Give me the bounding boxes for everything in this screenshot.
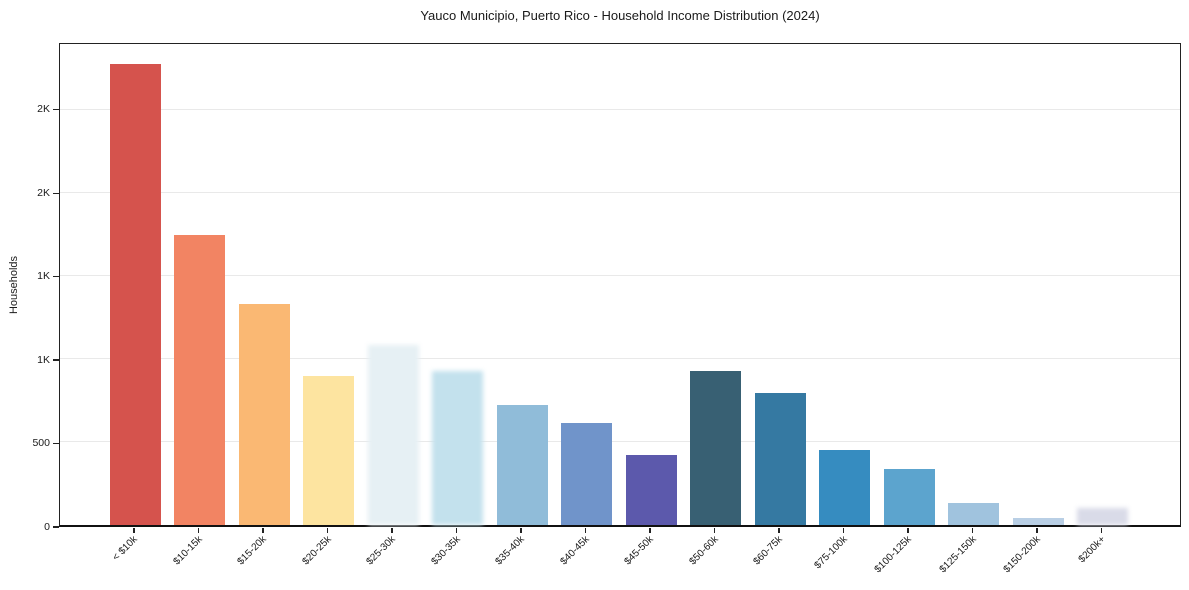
bar xyxy=(367,344,419,525)
y-tick-label: 0 xyxy=(44,520,50,533)
x-tick-label: < $10k xyxy=(110,534,140,564)
bar xyxy=(948,502,999,525)
x-tick-mark xyxy=(971,527,974,533)
plot-area xyxy=(59,43,1181,527)
x-tick-mark xyxy=(197,527,200,533)
y-tick-mark xyxy=(53,359,59,361)
x-tick-mark xyxy=(262,527,264,533)
bar xyxy=(561,422,612,525)
bar xyxy=(496,404,548,525)
x-tick-mark xyxy=(1036,527,1038,533)
y-tick-label: 500 xyxy=(32,437,50,450)
bar xyxy=(303,375,354,525)
x-tick-label: $40-45k xyxy=(557,534,592,568)
x-tick-mark xyxy=(391,527,393,533)
y-tick-label: 2K xyxy=(37,186,50,199)
chart-title: Yauco Municipio, Puerto Rico - Household… xyxy=(420,8,820,23)
y-tick-label: 2K xyxy=(37,103,50,116)
bar xyxy=(109,64,161,525)
bar xyxy=(1077,508,1128,525)
x-tick-label: $35-40k xyxy=(493,534,527,568)
bar xyxy=(754,393,806,525)
bar xyxy=(238,303,290,525)
x-tick-mark xyxy=(520,527,522,533)
bar xyxy=(819,449,870,525)
y-tick-mark xyxy=(53,109,59,111)
y-tick-mark xyxy=(53,442,59,445)
x-tick-mark xyxy=(326,527,329,533)
x-tick-label: $125-150k xyxy=(937,534,979,576)
gridline xyxy=(60,109,1180,111)
y-tick-label: 1K xyxy=(37,270,50,283)
x-tick-label: $200k+ xyxy=(1076,534,1108,566)
y-tick-mark xyxy=(53,526,59,528)
y-tick-mark xyxy=(53,276,59,278)
x-tick-mark xyxy=(778,527,780,533)
x-tick-label: $30-35k xyxy=(428,534,463,568)
x-tick-label: $20-25k xyxy=(299,534,334,568)
x-tick-label: $100-125k xyxy=(872,534,914,576)
x-tick-mark xyxy=(1100,527,1103,533)
x-tick-mark xyxy=(584,527,587,533)
y-tick-label: 1K xyxy=(37,353,50,366)
x-tick-mark xyxy=(713,527,716,533)
gridline xyxy=(60,275,1180,277)
bar xyxy=(690,370,741,525)
bar xyxy=(883,468,935,525)
bar xyxy=(432,370,483,525)
gridline xyxy=(60,192,1180,194)
bar xyxy=(625,455,677,525)
y-axis-label: Households xyxy=(8,255,20,315)
bar xyxy=(1012,517,1064,525)
y-tick-mark xyxy=(53,192,59,194)
x-tick-mark xyxy=(907,527,909,533)
x-tick-mark xyxy=(842,527,845,533)
x-tick-label: $15-20k xyxy=(235,534,269,568)
x-tick-mark xyxy=(133,527,135,533)
x-tick-label: $75-100k xyxy=(812,534,850,572)
gridline xyxy=(60,358,1180,360)
gridline xyxy=(60,441,1180,443)
x-tick-mark xyxy=(455,527,458,533)
x-tick-label: $60-75k xyxy=(751,534,785,568)
bar xyxy=(174,234,225,525)
x-tick-label: $25-30k xyxy=(364,534,398,568)
x-tick-label: $50-60k xyxy=(686,534,721,568)
x-tick-label: $150-200k xyxy=(1001,534,1043,576)
x-tick-label: $10-15k xyxy=(170,534,205,568)
x-tick-mark xyxy=(649,527,651,533)
x-tick-label: $45-50k xyxy=(622,534,656,568)
